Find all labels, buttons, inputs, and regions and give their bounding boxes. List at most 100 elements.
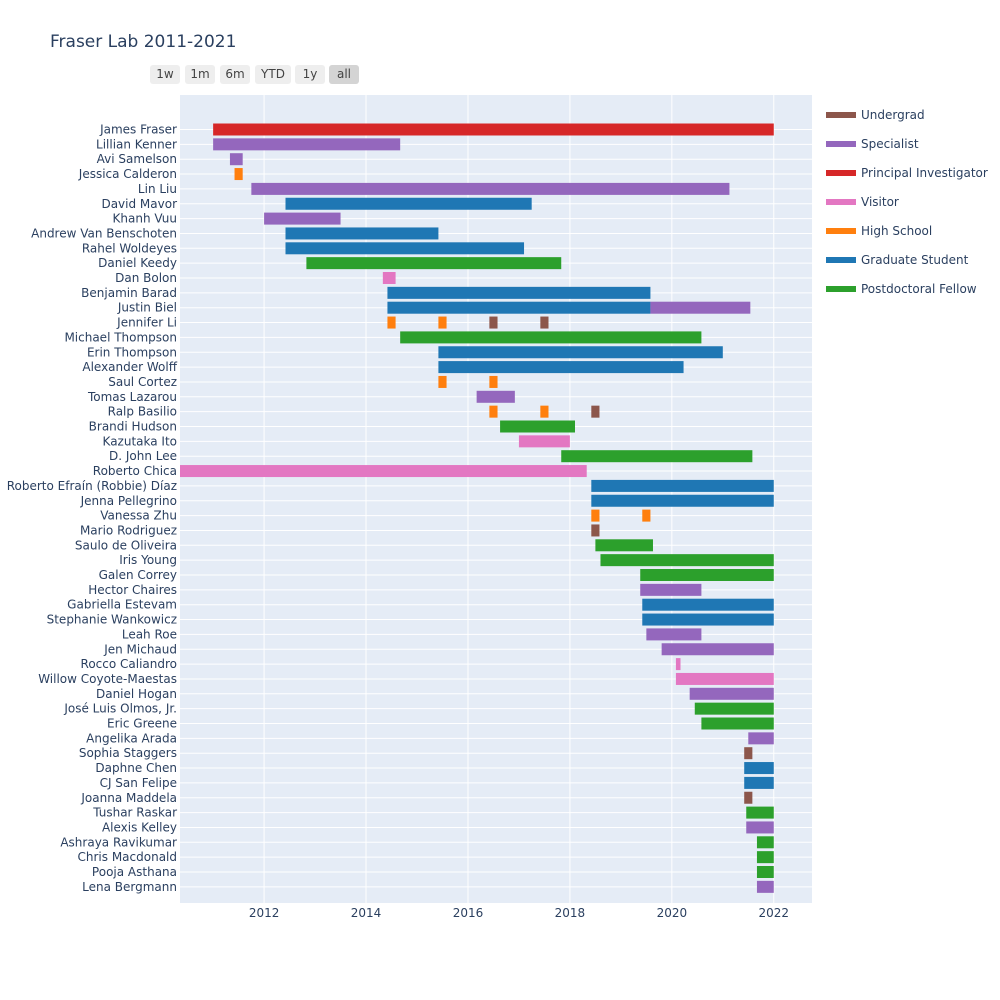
legend-item-graduate-student[interactable]: Graduate Student — [826, 251, 998, 271]
bar-roberto-efrain-robbie-diaz-graduate-student[interactable] — [591, 479, 774, 492]
bar-alexis-kelley-specialist[interactable] — [746, 821, 774, 834]
bar-vanessa-zhu-high-school[interactable] — [642, 509, 651, 522]
bar-gabriella-estevam-graduate-student[interactable] — [642, 598, 774, 611]
bar-ashraya-ravikumar-postdoctoral-fellow[interactable] — [756, 836, 774, 849]
y-label-hector-chaires: Hector Chaires — [88, 583, 177, 597]
y-label-willow-coyote-maestas: Willow Coyote-Maestas — [38, 672, 177, 686]
y-label-jennifer-li: Jennifer Li — [116, 316, 177, 330]
bar-jose-luis-olmos-jr-postdoctoral-fellow[interactable] — [694, 702, 774, 715]
bar-daphne-chen-graduate-student[interactable] — [744, 762, 774, 775]
y-label-rahel-woldeyes: Rahel Woldeyes — [82, 241, 177, 255]
y-label-ashraya-ravikumar: Ashraya Ravikumar — [60, 835, 177, 849]
bar-justin-biel-graduate-student[interactable] — [387, 301, 651, 314]
y-label-d-john-lee: D. John Lee — [109, 449, 177, 463]
bar-ralp-basilio-undergrad[interactable] — [591, 405, 600, 418]
bar-tushar-raskar-postdoctoral-fellow[interactable] — [746, 806, 774, 819]
y-label-rocco-caliandro: Rocco Caliandro — [81, 657, 177, 671]
range-button-1m[interactable]: 1m — [185, 65, 215, 84]
bar-dan-bolon-visitor[interactable] — [382, 272, 396, 284]
bar-benjamin-barad-graduate-student[interactable] — [387, 286, 651, 299]
bar-andrew-van-benschoten-graduate-student[interactable] — [285, 227, 439, 240]
legend-item-principal-investigator[interactable]: Principal Investigator — [826, 164, 998, 184]
bar-lena-bergmann-specialist[interactable] — [756, 880, 774, 893]
bar-daniel-hogan-specialist[interactable] — [689, 687, 774, 700]
y-label-jose-luis-olmos-jr: José Luis Olmos, Jr. — [63, 702, 177, 716]
bar-joanna-maddela-undergrad[interactable] — [744, 791, 753, 804]
bar-ralp-basilio-high-school[interactable] — [540, 405, 549, 418]
y-label-ralp-basilio: Ralp Basilio — [108, 405, 177, 419]
legend-item-postdoctoral-fellow[interactable]: Postdoctoral Fellow — [826, 280, 998, 300]
y-label-daniel-hogan: Daniel Hogan — [96, 687, 177, 701]
range-button-6m[interactable]: 6m — [220, 65, 250, 84]
legend-swatch — [826, 228, 856, 234]
y-label-lillian-kenner: Lillian Kenner — [96, 137, 177, 151]
bar-tomas-lazarou-specialist[interactable] — [476, 390, 515, 403]
bar-jessica-calderon-high-school[interactable] — [234, 168, 243, 181]
bar-erin-thompson-graduate-student[interactable] — [438, 346, 723, 359]
bar-sophia-staggers-undergrad[interactable] — [744, 747, 753, 760]
bar-galen-correy-postdoctoral-fellow[interactable] — [640, 569, 774, 581]
bar-ralp-basilio-high-school[interactable] — [489, 405, 498, 418]
y-label-justin-biel: Justin Biel — [117, 301, 177, 315]
bar-rocco-caliandro-visitor[interactable] — [675, 658, 681, 671]
legend-item-high-school[interactable]: High School — [826, 222, 998, 242]
bar-roberto-chica-visitor[interactable] — [180, 465, 587, 478]
bar-brandi-hudson-postdoctoral-fellow[interactable] — [500, 420, 575, 433]
bar-mario-rodriguez-undergrad[interactable] — [591, 524, 600, 537]
bar-saul-cortez-high-school[interactable] — [489, 375, 498, 388]
bar-jennifer-li-undergrad[interactable] — [540, 316, 549, 329]
bar-kazutaka-ito-visitor[interactable] — [518, 435, 570, 448]
y-label-eric-greene: Eric Greene — [107, 717, 177, 731]
y-label-brandi-hudson: Brandi Hudson — [89, 420, 177, 434]
bar-d-john-lee-postdoctoral-fellow[interactable] — [561, 450, 753, 463]
range-button-all[interactable]: all — [329, 65, 359, 84]
bar-jennifer-li-undergrad[interactable] — [489, 316, 498, 329]
bar-jennifer-li-high-school[interactable] — [387, 316, 396, 329]
y-label-andrew-van-benschoten: Andrew Van Benschoten — [31, 226, 177, 240]
bar-lillian-kenner-specialist[interactable] — [213, 138, 401, 151]
bar-cj-san-felipe-graduate-student[interactable] — [744, 776, 774, 789]
bar-willow-coyote-maestas-visitor[interactable] — [675, 672, 774, 685]
bar-hector-chaires-specialist[interactable] — [640, 583, 702, 596]
bar-chris-macdonald-postdoctoral-fellow[interactable] — [756, 851, 774, 864]
bar-jen-michaud-specialist[interactable] — [661, 643, 774, 656]
y-label-sophia-staggers: Sophia Staggers — [79, 746, 177, 760]
bar-stephanie-wankowicz-graduate-student[interactable] — [642, 613, 774, 626]
bar-david-mavor-graduate-student[interactable] — [285, 197, 532, 210]
bar-lin-liu-specialist[interactable] — [251, 182, 730, 195]
bar-khanh-vuu-specialist[interactable] — [264, 212, 341, 225]
y-label-saulo-de-oliveira: Saulo de Oliveira — [75, 538, 177, 552]
range-button-ytd[interactable]: YTD — [255, 65, 291, 84]
y-label-erin-thompson: Erin Thompson — [87, 345, 177, 359]
range-button-1w[interactable]: 1w — [150, 65, 180, 84]
legend-item-visitor[interactable]: Visitor — [826, 193, 998, 213]
y-label-daniel-keedy: Daniel Keedy — [98, 256, 177, 270]
bar-saul-cortez-high-school[interactable] — [438, 375, 447, 388]
legend-item-specialist[interactable]: Specialist — [826, 135, 998, 155]
bar-eric-greene-postdoctoral-fellow[interactable] — [701, 717, 774, 730]
y-label-joanna-maddela: Joanna Maddela — [80, 791, 177, 805]
bar-alexander-wolff-graduate-student[interactable] — [438, 361, 684, 374]
y-label-avi-samelson: Avi Samelson — [97, 152, 177, 166]
bar-jennifer-li-high-school[interactable] — [438, 316, 447, 329]
y-label-benjamin-barad: Benjamin Barad — [81, 286, 177, 300]
y-label-stephanie-wankowicz: Stephanie Wankowicz — [47, 613, 177, 627]
range-button-1y[interactable]: 1y — [295, 65, 325, 84]
x-tick-label: 2016 — [453, 906, 484, 920]
bar-jenna-pellegrino-graduate-student[interactable] — [591, 494, 774, 507]
bar-leah-roe-specialist[interactable] — [646, 628, 702, 641]
legend-item-undergrad[interactable]: Undergrad — [826, 106, 998, 126]
bar-michael-thompson-postdoctoral-fellow[interactable] — [400, 331, 702, 344]
bar-rahel-woldeyes-graduate-student[interactable] — [285, 242, 525, 255]
bar-angelika-arada-specialist[interactable] — [748, 732, 774, 745]
chart-title: Fraser Lab 2011-2021 — [50, 32, 237, 52]
bar-daniel-keedy-postdoctoral-fellow[interactable] — [306, 257, 562, 270]
bar-saulo-de-oliveira-postdoctoral-fellow[interactable] — [595, 539, 653, 552]
bar-james-fraser-principal-investigator[interactable] — [213, 123, 774, 136]
bar-vanessa-zhu-high-school[interactable] — [591, 509, 600, 522]
bar-pooja-asthana-postdoctoral-fellow[interactable] — [756, 866, 774, 878]
bar-justin-biel-specialist[interactable] — [650, 301, 751, 314]
bar-avi-samelson-specialist[interactable] — [229, 153, 243, 166]
bar-iris-young-postdoctoral-fellow[interactable] — [600, 554, 774, 567]
